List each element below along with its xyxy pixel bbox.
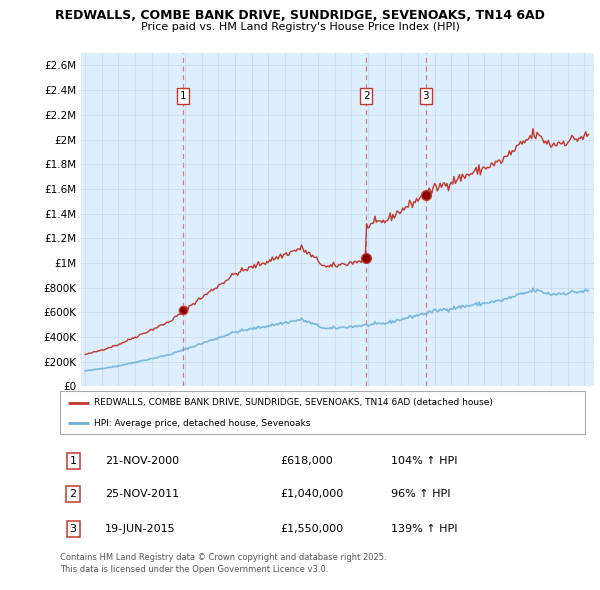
- Text: 96% ↑ HPI: 96% ↑ HPI: [391, 489, 450, 499]
- Text: Price paid vs. HM Land Registry's House Price Index (HPI): Price paid vs. HM Land Registry's House …: [140, 22, 460, 32]
- Text: 2: 2: [363, 91, 370, 101]
- Text: 21-NOV-2000: 21-NOV-2000: [104, 457, 179, 466]
- Text: REDWALLS, COMBE BANK DRIVE, SUNDRIDGE, SEVENOAKS, TN14 6AD (detached house): REDWALLS, COMBE BANK DRIVE, SUNDRIDGE, S…: [94, 398, 493, 407]
- Text: £1,550,000: £1,550,000: [281, 524, 344, 534]
- Text: 3: 3: [422, 91, 429, 101]
- Text: 104% ↑ HPI: 104% ↑ HPI: [391, 457, 457, 466]
- Text: 1: 1: [180, 91, 187, 101]
- Text: 3: 3: [70, 524, 77, 534]
- Text: Contains HM Land Registry data © Crown copyright and database right 2025.
This d: Contains HM Land Registry data © Crown c…: [60, 553, 386, 574]
- Text: REDWALLS, COMBE BANK DRIVE, SUNDRIDGE, SEVENOAKS, TN14 6AD: REDWALLS, COMBE BANK DRIVE, SUNDRIDGE, S…: [55, 9, 545, 22]
- Text: 2: 2: [70, 489, 77, 499]
- Text: 139% ↑ HPI: 139% ↑ HPI: [391, 524, 457, 534]
- Text: 19-JUN-2015: 19-JUN-2015: [104, 524, 175, 534]
- Text: £618,000: £618,000: [281, 457, 333, 466]
- Text: HPI: Average price, detached house, Sevenoaks: HPI: Average price, detached house, Seve…: [94, 418, 311, 428]
- Text: 1: 1: [70, 457, 77, 466]
- Text: £1,040,000: £1,040,000: [281, 489, 344, 499]
- Text: 25-NOV-2011: 25-NOV-2011: [104, 489, 179, 499]
